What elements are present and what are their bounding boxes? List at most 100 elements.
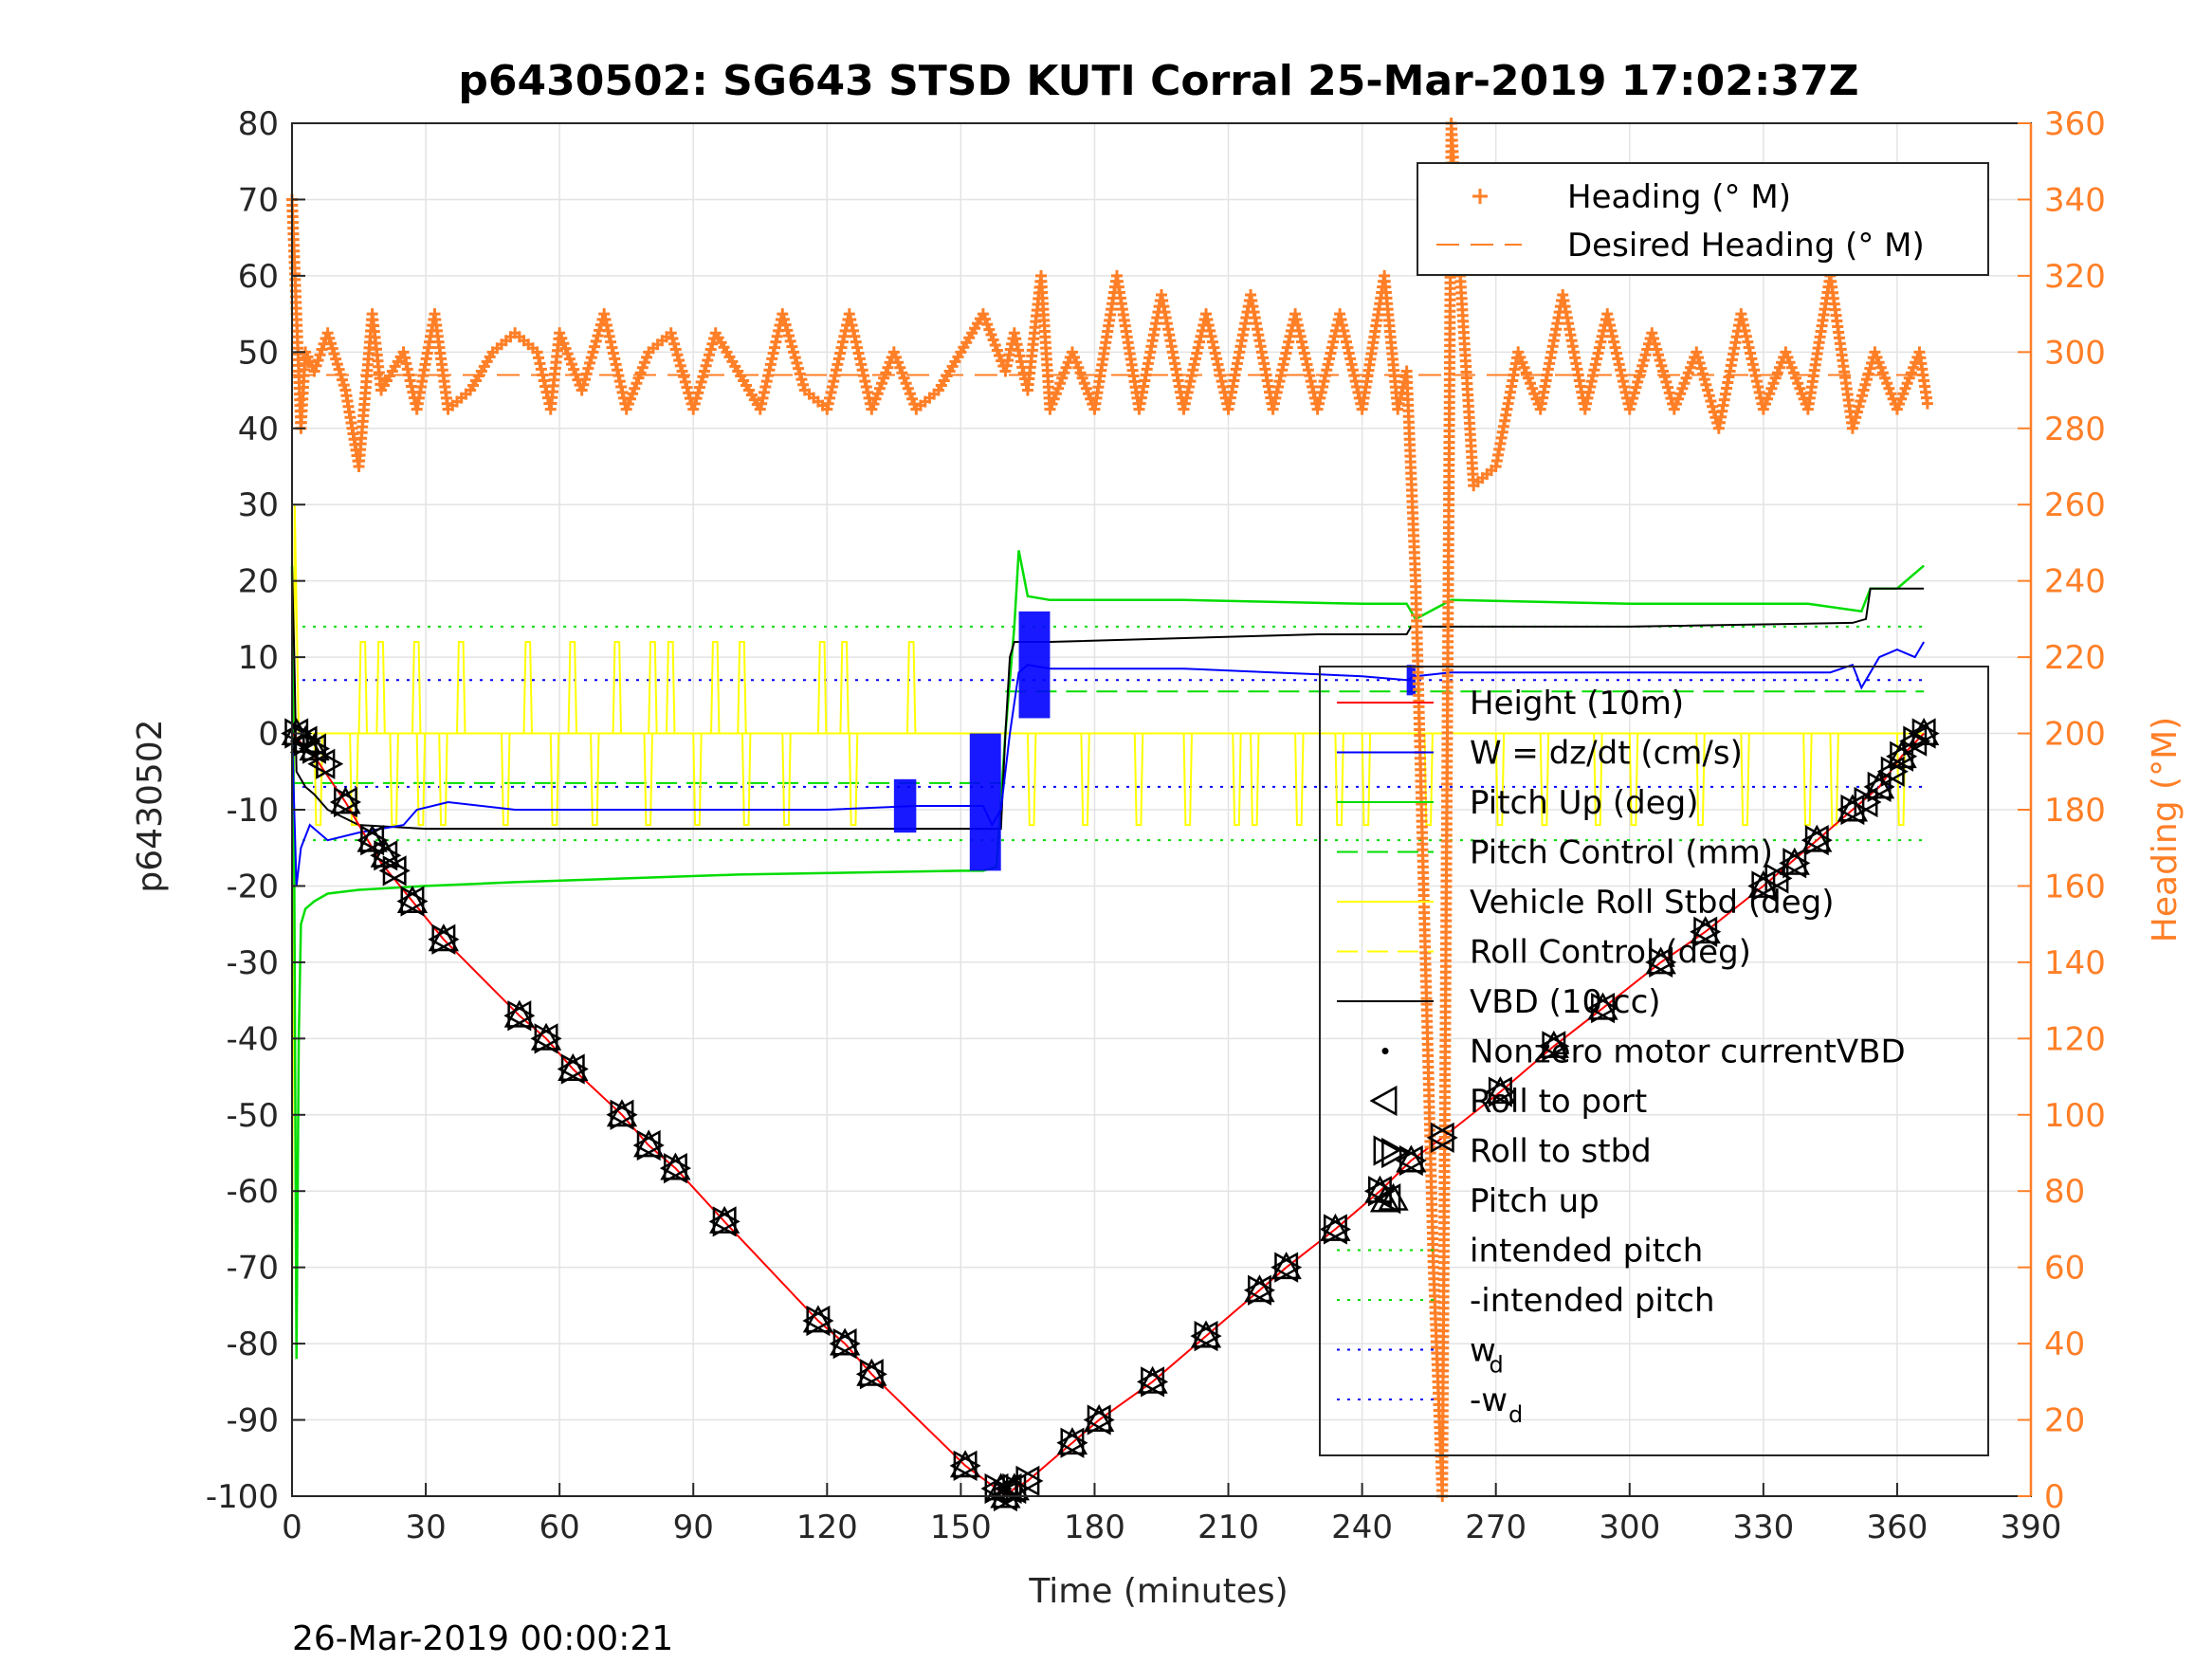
heading-point [789, 352, 801, 364]
legend-label: W = dz/dt (cm/s) [1470, 735, 1743, 773]
marker-roll-to-stbd [859, 1359, 887, 1390]
roll-spike-up [905, 641, 917, 734]
y-left-tick-label: 20 [238, 563, 279, 601]
roll-spike-down [1539, 733, 1550, 827]
y-right-tick-label: 260 [2044, 486, 2106, 524]
marker-roll-to-port [1056, 1427, 1085, 1458]
marker-pitch-up [829, 1327, 861, 1356]
heading-point [1655, 359, 1668, 372]
heading-point [1649, 338, 1661, 350]
y-left-tick-label: -50 [226, 1097, 279, 1135]
heading-point [312, 354, 324, 366]
legend-label: Desired Heading (° M) [1567, 227, 1925, 265]
legend-symbol [1373, 1135, 1401, 1166]
marker-roll-to-port [802, 1305, 831, 1337]
legend-symbol [1369, 1184, 1401, 1213]
marker-roll-to-port [1863, 771, 1892, 802]
heading-point [700, 359, 712, 372]
x-tick-label: 240 [1331, 1509, 1393, 1546]
marker-roll-to-port [659, 1152, 687, 1184]
heading-point [577, 378, 590, 391]
roll-spike-down [692, 733, 703, 827]
marker-pitch-up [1645, 946, 1676, 975]
roll-spike-down [1593, 733, 1603, 827]
heading-point [592, 330, 604, 342]
y-right-tick-label: 80 [2044, 1173, 2085, 1211]
legend-label: Heading (° M) [1567, 178, 1791, 216]
marker-pitch-up [530, 1022, 562, 1051]
marker-pitch-up [370, 839, 401, 868]
w-noise-burst [893, 778, 917, 833]
y-left-tick-label: 0 [258, 716, 279, 754]
marker-pitch-up [990, 1480, 1021, 1509]
marker-roll-to-stbd [382, 855, 411, 887]
roll-spike-up [710, 641, 721, 734]
heading-point [1660, 375, 1673, 388]
heading-point [1848, 417, 1860, 430]
marker-roll-to-port [378, 855, 407, 887]
y-left-tick-label: -90 [226, 1402, 279, 1440]
y-left-tick-label: 60 [238, 258, 279, 296]
heading-point [1623, 403, 1636, 415]
roll-spike-up [522, 641, 533, 734]
legend-label: Roll Control (deg) [1470, 934, 1751, 972]
marker-pitch-up [660, 1152, 691, 1180]
marker-roll-to-port [1690, 916, 1718, 947]
y-right-tick-label: 240 [2044, 563, 2106, 601]
heading-point [687, 403, 700, 415]
legend-label: Pitch up [1470, 1182, 1600, 1220]
marker-pitch-up [1801, 824, 1833, 852]
marker-roll-to-port [1586, 993, 1615, 1024]
marker-pitch-up [1779, 847, 1810, 875]
roll-spike-up [839, 641, 850, 734]
heading-point [777, 313, 790, 325]
marker-pitch-up [428, 923, 460, 952]
x-tick-label: 180 [1064, 1509, 1125, 1546]
heading-point [1653, 349, 1664, 361]
heading-point [673, 354, 686, 366]
roll-spike-down [643, 733, 653, 827]
marker-roll-to-stbd [1248, 1274, 1276, 1306]
heading-point [676, 365, 688, 377]
y-right-tick-label: 40 [2044, 1326, 2085, 1363]
y-axis-label-right: Heading (°M) [2146, 717, 2185, 942]
heading-point [704, 343, 717, 356]
heading-point [1639, 349, 1652, 361]
heading-point [1693, 357, 1706, 369]
marker-roll-to-port [307, 748, 336, 779]
x-tick-label: 90 [673, 1509, 714, 1546]
y-right-tick-label: 360 [2044, 105, 2106, 143]
marker-roll-to-stbd [1367, 1176, 1397, 1207]
roll-spike-down [389, 733, 399, 827]
reference-lines [292, 625, 1925, 842]
marker-pitch-up [1837, 794, 1869, 822]
marker-roll-to-stbd [1890, 741, 1918, 772]
marker-roll-to-stbd [1323, 1214, 1351, 1245]
heading-point [590, 335, 602, 347]
heading-point [579, 374, 592, 386]
marker-roll-to-stbd [1398, 1144, 1427, 1177]
marker-roll-to-stbd [302, 733, 331, 764]
marker-pitch-up [299, 733, 330, 761]
roll-spike-down [848, 733, 859, 827]
heading-point [681, 381, 693, 393]
heading-point [1851, 406, 1863, 418]
marker-roll-to-stbd [1867, 771, 1895, 802]
heading-point [669, 343, 682, 356]
marker-roll-to-stbd [1002, 1472, 1031, 1505]
roll-spike-down [1294, 733, 1305, 827]
marker-pitch-up [1378, 1182, 1409, 1211]
heading-point [1637, 354, 1650, 366]
marker-roll-to-stbd [1542, 1031, 1570, 1062]
y-right-tick-label: 100 [2044, 1097, 2106, 1135]
legend-label: Nonzero motor currentVBD [1470, 1033, 1906, 1071]
heading-point [1647, 332, 1659, 344]
y-right-tick-label: 340 [2044, 181, 2106, 219]
roll-spike-up [612, 641, 623, 734]
heading-point [316, 343, 328, 356]
heading-point [1698, 374, 1710, 386]
heading-point [781, 324, 794, 337]
marker-pitch-up [1909, 717, 1940, 746]
marker-roll-to-port [557, 1053, 585, 1085]
